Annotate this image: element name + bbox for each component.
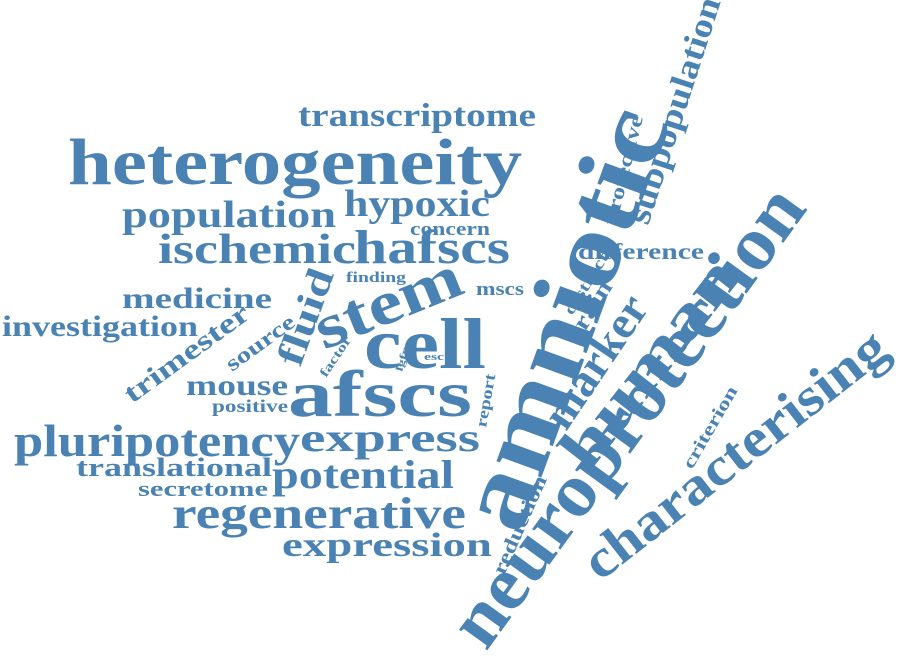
word-difference: difference <box>578 239 704 264</box>
word-positive: positive <box>212 396 288 416</box>
word-finding: finding <box>346 270 407 286</box>
word-transcriptome: transcriptome <box>298 98 536 134</box>
word-pluripotency: pluripotency <box>14 415 300 466</box>
word-hypoxic: hypoxic <box>344 183 490 225</box>
word-potential: potential <box>272 452 454 497</box>
word-investigation: investigation <box>2 310 198 343</box>
word-mouse: mouse <box>186 369 288 402</box>
word-hafscs: hafscs <box>354 221 510 274</box>
word-expression: expression <box>282 527 492 564</box>
word-esc: esc <box>424 352 445 363</box>
word-ischemic: ischemic <box>158 227 356 273</box>
word-express: express <box>300 415 480 460</box>
word-population: population <box>122 194 336 236</box>
word-afscs: afscs <box>288 358 472 431</box>
word-heterogeneity: heterogeneity <box>68 126 522 199</box>
word-medicine: medicine <box>122 282 272 315</box>
word-translational: translational <box>76 453 272 482</box>
word-regenerative: regenerative <box>172 489 466 538</box>
word-secretome: secretome <box>138 476 268 501</box>
word-mscs: mscs <box>476 279 524 300</box>
word-cell: cell <box>364 304 486 384</box>
word-concern: concern <box>410 219 491 240</box>
